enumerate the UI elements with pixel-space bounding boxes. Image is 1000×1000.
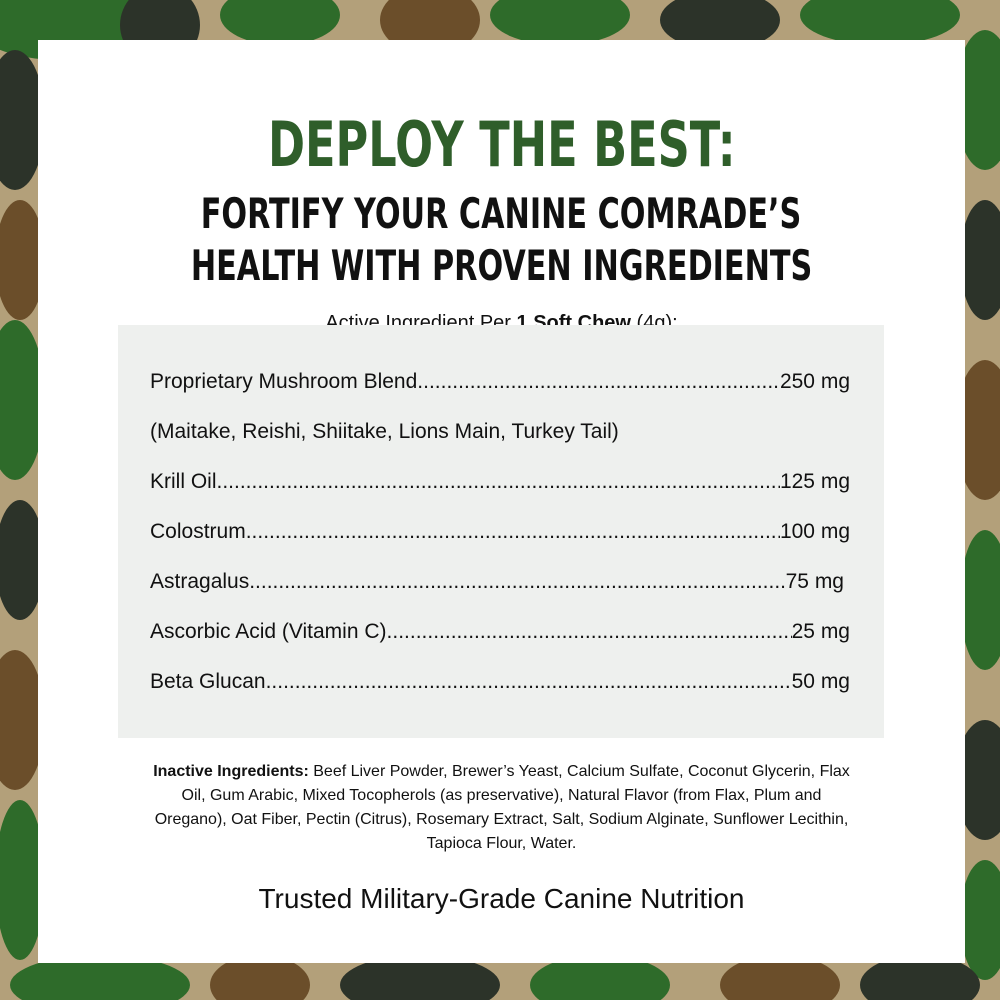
ingredient-row: Ascorbic Acid (Vitamin C)25 mg	[150, 620, 850, 644]
ingredient-row: Colostrum100 mg	[150, 520, 850, 544]
ingredient-row: Beta Glucan50 mg	[150, 670, 850, 694]
ingredient-row: Proprietary Mushroom Blend250 mg	[150, 370, 850, 394]
ingredient-row: Astragalus75 mg	[150, 570, 844, 594]
active-ingredients-table: Proprietary Mushroom Blend250 mg (Maitak…	[118, 325, 884, 738]
ingredient-row: Krill Oil125 mg	[150, 470, 850, 494]
ingredient-row: (Maitake, Reishi, Shiitake, Lions Main, …	[150, 420, 619, 443]
inactive-ingredients: Inactive Ingredients: Beef Liver Powder,…	[153, 763, 850, 852]
subheadline: FORTIFY YOUR CANINE COMRADE’S HEALTH WITH…	[190, 189, 813, 290]
headline: DEPLOY THE BEST:	[267, 108, 736, 181]
content-panel: DEPLOY THE BEST: FORTIFY YOUR CANINE COM…	[38, 40, 965, 963]
footer-tagline: Trusted Military-Grade Canine Nutrition	[258, 883, 745, 914]
